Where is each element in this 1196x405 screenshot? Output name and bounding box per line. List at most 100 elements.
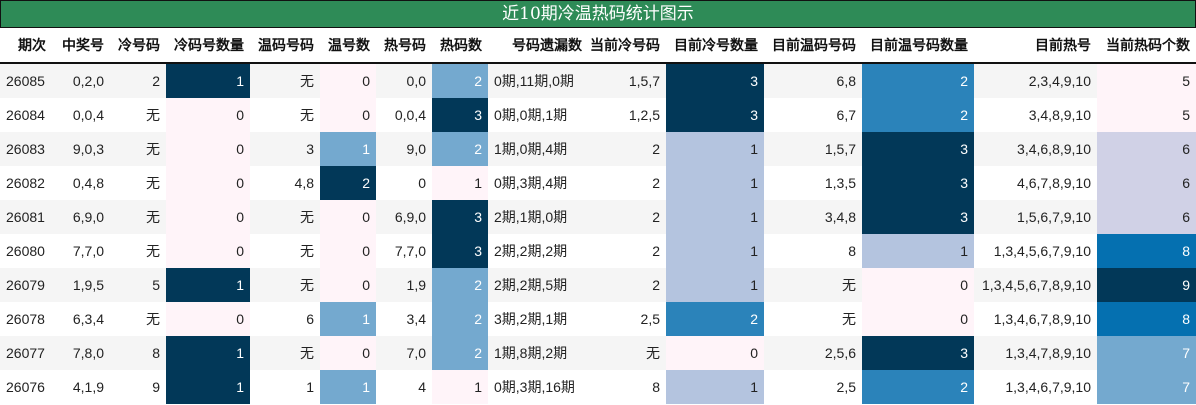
current-hot-cell: 2,3,4,9,10 [974,63,1097,98]
hot-count-cell: 2 [432,132,488,166]
current-cold-count-cell: 0 [666,336,764,370]
current-hot-cell: 1,3,4,5,6,7,8,9,10 [974,268,1097,302]
current-hot-count-cell: 6 [1097,200,1196,234]
current-cold-cell: 2 [588,268,666,302]
table-row: 26084 0,0,4 无 0 无 0 0,0,4 3 0期,0期,1期 1,2,5 3 6,7 2 3,… [0,98,1196,132]
warm-number-cell: 6 [250,302,320,336]
current-hot-cell: 3,4,6,8,9,10 [974,132,1097,166]
period-cell: 26082 [0,166,52,200]
current-cold-count-cell: 1 [666,234,764,268]
current-hot-cell: 4,6,7,8,9,10 [974,166,1097,200]
cold-number-cell: 9 [110,370,166,404]
current-warm-count-cell: 3 [862,200,974,234]
current-hot-count-cell: 5 [1097,98,1196,132]
cold-number-cell: 无 [110,200,166,234]
current-warm-count-cell: 3 [862,166,974,200]
current-cold-cell: 2 [588,234,666,268]
period-cell: 26077 [0,336,52,370]
warm-number-cell: 无 [250,200,320,234]
current-warm-cell: 6,7 [764,98,862,132]
cold-number-cell: 8 [110,336,166,370]
current-hot-cell: 3,4,8,9,10 [974,98,1097,132]
current-hot-count-cell: 8 [1097,234,1196,268]
warm-number-cell: 无 [250,268,320,302]
col-header-current-cold: 当前冷号码 [588,28,666,64]
table-row: 26078 6,3,4 无 0 6 1 3,4 2 3期,2期,1期 2,5 2 无 0 1,3,4,6,… [0,302,1196,336]
winning-number-cell: 0,0,4 [52,98,110,132]
current-warm-cell: 1,3,5 [764,166,862,200]
cold-number-cell: 5 [110,268,166,302]
cold-number-cell: 无 [110,132,166,166]
hot-number-cell: 4 [376,370,432,404]
warm-count-cell: 1 [320,132,376,166]
winning-number-cell: 6,9,0 [52,200,110,234]
miss-count-cell: 0期,0期,1期 [488,98,588,132]
cold-count-cell: 0 [166,98,250,132]
current-warm-cell: 无 [764,302,862,336]
cold-count-cell: 1 [166,268,250,302]
hot-count-cell: 3 [432,200,488,234]
warm-count-cell: 0 [320,200,376,234]
current-hot-cell: 1,3,4,7,8,9,10 [974,336,1097,370]
current-warm-count-cell: 2 [862,98,974,132]
miss-count-cell: 3期,2期,1期 [488,302,588,336]
hot-number-cell: 0 [376,166,432,200]
winning-number-cell: 4,1,9 [52,370,110,404]
current-hot-cell: 1,3,4,6,7,9,10 [974,370,1097,404]
hot-number-cell: 7,7,0 [376,234,432,268]
hot-count-cell: 2 [432,63,488,98]
col-header-current-warm-count: 目前温号码数量 [862,28,974,64]
current-hot-count-cell: 7 [1097,370,1196,404]
hot-count-cell: 1 [432,370,488,404]
hot-count-cell: 2 [432,336,488,370]
warm-count-cell: 0 [320,63,376,98]
current-hot-cell: 1,5,6,7,9,10 [974,200,1097,234]
col-header-current-warm: 目前温码号码 [764,28,862,64]
current-warm-cell: 2,5,6 [764,336,862,370]
hot-count-cell: 1 [432,166,488,200]
warm-count-cell: 2 [320,166,376,200]
current-warm-cell: 8 [764,234,862,268]
current-warm-count-cell: 2 [862,370,974,404]
current-warm-count-cell: 1 [862,234,974,268]
period-cell: 26083 [0,132,52,166]
table-row: 26081 6,9,0 无 0 无 0 6,9,0 3 2期,1期,0期 2 1 3,4,8 3 1,5,… [0,200,1196,234]
hot-count-cell: 3 [432,234,488,268]
current-cold-count-cell: 2 [666,302,764,336]
col-header-hot-count: 热码数 [432,28,488,64]
current-cold-count-cell: 1 [666,370,764,404]
period-cell: 26084 [0,98,52,132]
warm-count-cell: 1 [320,370,376,404]
hot-number-cell: 7,0 [376,336,432,370]
col-header-cold-count: 冷码号数量 [166,28,250,64]
col-header-warm-number: 温码号码 [250,28,320,64]
miss-count-cell: 2期,2期,2期 [488,234,588,268]
miss-count-cell: 0期,11期,0期 [488,63,588,98]
current-warm-cell: 3,4,8 [764,200,862,234]
hot-number-cell: 1,9 [376,268,432,302]
current-hot-count-cell: 6 [1097,166,1196,200]
table-title: 近10期冷温热码统计图示 [0,0,1196,28]
current-warm-count-cell: 2 [862,63,974,98]
current-cold-count-cell: 1 [666,132,764,166]
current-warm-count-cell: 0 [862,302,974,336]
current-hot-cell: 1,3,4,5,6,7,9,10 [974,234,1097,268]
period-cell: 26085 [0,63,52,98]
current-hot-count-cell: 6 [1097,132,1196,166]
current-cold-cell: 2 [588,166,666,200]
current-cold-cell: 1,2,5 [588,98,666,132]
current-cold-count-cell: 1 [666,268,764,302]
current-cold-count-cell: 3 [666,63,764,98]
current-cold-cell: 2 [588,200,666,234]
warm-count-cell: 0 [320,268,376,302]
col-header-current-hot-count: 当前热码个数 [1097,28,1196,64]
miss-count-cell: 0期,3期,4期 [488,166,588,200]
hot-count-cell: 3 [432,98,488,132]
current-cold-count-cell: 3 [666,98,764,132]
current-hot-cell: 1,3,4,6,7,8,9,10 [974,302,1097,336]
hot-number-cell: 0,0,4 [376,98,432,132]
stats-table: 期次 中奖号 冷号码 冷码号数量 温码号码 温号数 热号码 热码数 号码遗漏数 … [0,28,1196,404]
period-cell: 26081 [0,200,52,234]
col-header-period: 期次 [0,28,52,64]
winning-number-cell: 7,7,0 [52,234,110,268]
